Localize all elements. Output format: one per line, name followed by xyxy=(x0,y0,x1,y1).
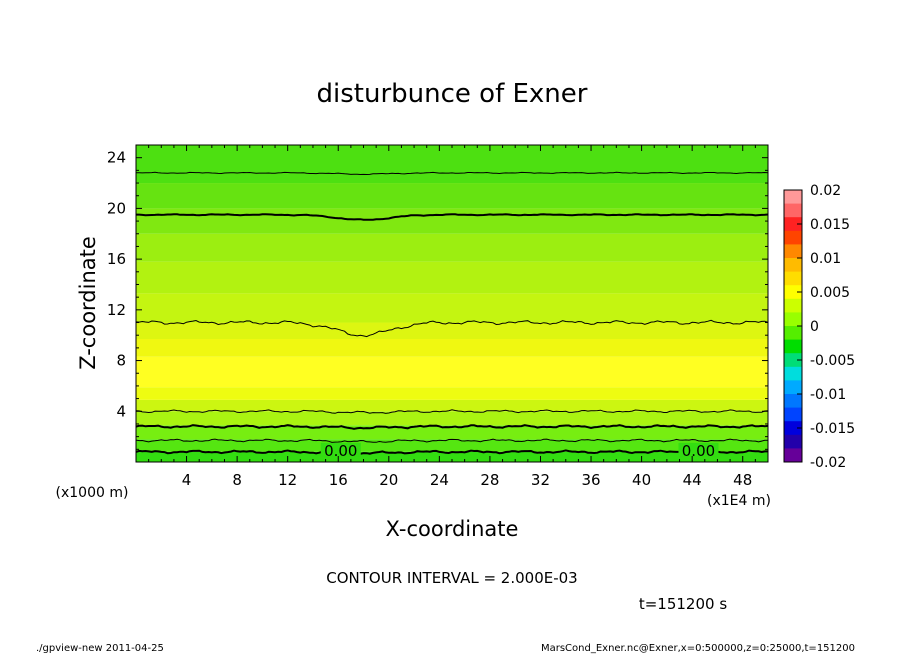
colorbar-swatch xyxy=(784,394,802,409)
colorbar-swatch xyxy=(784,271,802,286)
colorbar-swatch xyxy=(784,258,802,273)
x-tick-label: 16 xyxy=(329,471,348,489)
field-band-0 xyxy=(136,451,768,462)
colorbar-swatch xyxy=(784,366,802,381)
chart-title: disturbunce of Exner xyxy=(317,79,588,109)
field-band-11 xyxy=(136,233,768,262)
field-band-5 xyxy=(136,387,768,400)
x-tick-label: 36 xyxy=(581,471,600,489)
colorbar-tick-label: -0.015 xyxy=(810,421,855,437)
colorbar-tick-label: -0.01 xyxy=(810,387,846,403)
field-band-7 xyxy=(136,339,768,357)
x-tick-label: 12 xyxy=(278,471,297,489)
x-axis: 4 8 12 16 20 24 28 32 36 40 44 48 xyxy=(135,145,769,489)
contour-label-bg xyxy=(320,442,361,457)
x-tick-label: 24 xyxy=(430,471,449,489)
y-axis: 4 8 12 16 20 24 xyxy=(107,144,768,463)
x-tick-label: 20 xyxy=(379,471,398,489)
colorbar-swatch xyxy=(784,244,802,259)
contour-line-4 xyxy=(136,319,768,338)
field-band-4 xyxy=(136,399,768,412)
contour-line-0 xyxy=(136,449,768,456)
colorbar: 0.02 0.015 0.01 0.005 0 -0.005 -0.01 -0.015 -0.0… xyxy=(783,183,855,471)
colorbar-swatch xyxy=(784,339,802,354)
field-band-10 xyxy=(136,261,768,294)
contour-label: 0.00 xyxy=(682,442,715,460)
x-tick-label: 4 xyxy=(182,471,192,489)
contour-line-1 xyxy=(136,438,768,443)
field-band-14 xyxy=(136,145,768,184)
x-tick-label: 28 xyxy=(480,471,499,489)
field-band-6 xyxy=(136,356,768,388)
field-band-3 xyxy=(136,411,768,426)
contour-line-5 xyxy=(136,213,768,221)
field-band-2 xyxy=(136,425,768,440)
contour-label: 0.00 xyxy=(324,442,357,460)
colorbar-swatch xyxy=(784,298,802,313)
x-tick-label: 40 xyxy=(632,471,651,489)
x-tick-label: 48 xyxy=(733,471,752,489)
contour-line-3 xyxy=(136,409,768,414)
time-text: t=151200 s xyxy=(639,595,727,613)
colorbar-swatch xyxy=(784,421,802,436)
x-tick-label: 8 xyxy=(232,471,242,489)
colorbar-swatch xyxy=(784,353,802,368)
colorbar-tick-label: 0.01 xyxy=(810,251,841,267)
colorbar-tick-label: 0 xyxy=(810,319,819,335)
colorbar-swatch xyxy=(784,312,802,327)
colorbar-swatch xyxy=(784,407,802,422)
y-tick-label: 20 xyxy=(107,199,126,217)
y-tick-label: 24 xyxy=(107,149,126,167)
contour-line-6 xyxy=(136,171,768,176)
colorbar-swatch xyxy=(784,434,802,449)
colorbar-tick-label: -0.005 xyxy=(810,353,855,369)
colorbar-swatch xyxy=(784,217,802,232)
field-band-9 xyxy=(136,293,768,323)
field-band-1 xyxy=(136,439,768,452)
x-axis-title: X-coordinate xyxy=(386,517,519,541)
colorbar-tick-label: 0.005 xyxy=(810,285,850,301)
field-band-13 xyxy=(136,183,768,209)
field-band-8 xyxy=(136,322,768,340)
colorbar-tick-label: 0.015 xyxy=(810,217,850,233)
plot-area: 0.00 0.00 xyxy=(135,144,769,463)
y-tick-label: 12 xyxy=(107,301,126,319)
field-band-12 xyxy=(136,208,768,234)
colorbar-swatch xyxy=(784,203,802,218)
footer-left: ./gpview-new 2011-04-25 xyxy=(36,643,164,654)
colorbar-swatch xyxy=(784,380,802,395)
x-tick-label: 44 xyxy=(683,471,702,489)
footer-right: MarsCond_Exner.nc@Exner,x=0:500000,z=0:2… xyxy=(541,643,855,654)
y-axis-title: Z-coordinate xyxy=(76,236,100,370)
x-axis-unit: (x1E4 m) xyxy=(707,493,771,509)
contour-interval-text: CONTOUR INTERVAL = 2.000E-03 xyxy=(326,569,577,587)
colorbar-swatch xyxy=(784,285,802,300)
colorbar-swatch xyxy=(784,230,802,245)
contour-line-2 xyxy=(136,424,768,430)
x-tick-label: 32 xyxy=(531,471,550,489)
colorbar-swatch xyxy=(784,190,802,205)
colorbar-swatch xyxy=(784,448,802,463)
y-tick-label: 4 xyxy=(116,402,126,420)
contour-label-bg xyxy=(678,442,719,457)
colorbar-tick-label: -0.02 xyxy=(810,455,846,471)
colorbar-swatch xyxy=(784,326,802,341)
y-axis-unit: (x1000 m) xyxy=(56,485,129,501)
colorbar-tick-label: 0.02 xyxy=(810,183,841,199)
y-tick-label: 16 xyxy=(107,250,126,268)
y-tick-label: 8 xyxy=(116,352,126,370)
